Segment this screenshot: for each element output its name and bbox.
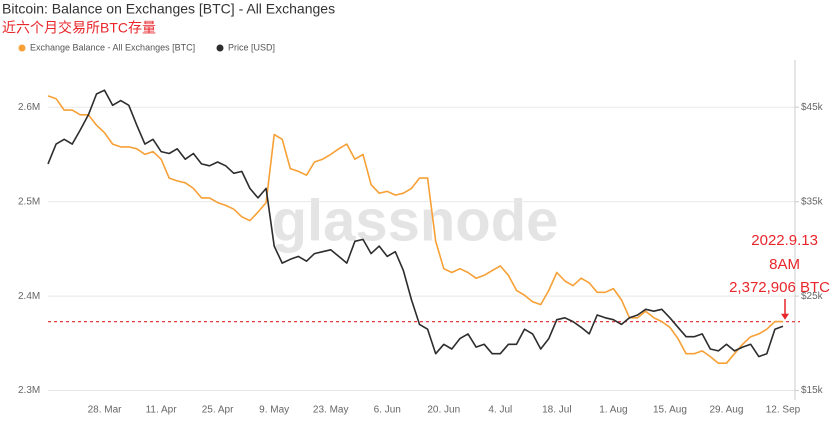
y2-tick-label: $45k: [801, 102, 824, 113]
y-tick-label: 2.3M: [18, 385, 40, 396]
x-tick-label: 12. Sep: [766, 405, 801, 416]
watermark: glassnode: [272, 188, 559, 253]
legend-marker: [18, 44, 26, 52]
series-line: [47, 89, 784, 358]
y2-tick-label: $15k: [801, 385, 824, 396]
x-tick-label: 15. Aug: [653, 405, 687, 416]
annotation-value: 2,372,906 BTC: [729, 279, 830, 296]
chart-title: Bitcoin: Balance on Exchanges [BTC] - Al…: [2, 1, 335, 17]
x-tick-label: 9. May: [259, 405, 289, 416]
annotation: 8AM: [769, 256, 800, 273]
x-tick-label: 4. Jul: [488, 405, 512, 416]
x-tick-label: 29. Aug: [710, 405, 744, 416]
y-tick-label: 2.4M: [18, 291, 40, 302]
legend-marker: [216, 44, 224, 52]
y-tick-label: 2.5M: [18, 196, 40, 207]
y2-tick-label: $35k: [801, 196, 824, 207]
x-tick-label: 6. Jun: [374, 405, 401, 416]
x-tick-label: 18. Jul: [542, 405, 571, 416]
x-tick-label: 20. Jun: [427, 405, 460, 416]
x-tick-label: 11. Apr: [146, 405, 178, 416]
legend-label: Exchange Balance - All Exchanges [BTC]: [30, 42, 195, 52]
x-tick-label: 28. Mar: [88, 405, 123, 416]
y2-tick-label: $25k: [801, 291, 824, 302]
annotation: 2022.9.13: [751, 232, 818, 249]
legend-label: Price [USD]: [228, 42, 275, 52]
annotation-arrowhead: [781, 313, 789, 320]
x-tick-label: 23. May: [313, 405, 349, 416]
x-tick-label: 1. Aug: [599, 405, 627, 416]
series-line: [47, 95, 783, 364]
y-tick-label: 2.6M: [18, 102, 40, 113]
chart-subtitle: 近六个月交易所BTC存量: [2, 20, 156, 36]
x-tick-label: 25. Apr: [202, 405, 234, 416]
